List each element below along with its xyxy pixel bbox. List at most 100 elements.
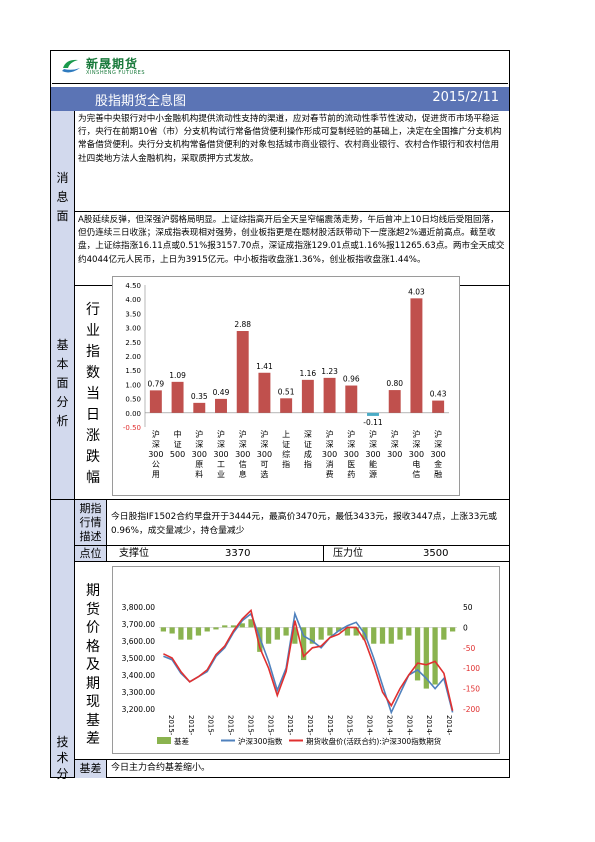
x-tick-label: 深: [304, 430, 312, 439]
x-tick-label: 上: [282, 430, 290, 439]
bar-value-label: 0.49: [213, 388, 230, 397]
bar-value-label: 4.03: [408, 287, 425, 296]
x-tick-label: 沪: [434, 429, 442, 439]
industry-bar-chart: 4.50 4.00 3.50 3.00 2.50 2.00 1.50 1.00 0.50 0.00…: [123, 282, 449, 479]
x-tick-label: 沪: [369, 429, 377, 439]
left-y-tick-label: 3,700.00: [122, 620, 156, 629]
x-tick-label: 2015-: [326, 715, 334, 736]
x-tick-label: 沪: [260, 429, 268, 439]
logo-name-cn: 新晟期货: [86, 57, 139, 71]
bar-value-label: 2.88: [234, 320, 251, 329]
y-tick-label: 2.50: [125, 339, 141, 347]
x-tick-label: 500: [170, 450, 185, 459]
x-tick-label: 2015-: [266, 715, 274, 736]
resistance-value: 3500: [423, 548, 449, 559]
basis-bar: [213, 627, 219, 630]
report-date: 2015/2/11: [432, 90, 499, 105]
basis-bar: [187, 627, 193, 640]
x-tick-label: 沪: [152, 429, 160, 439]
futures-desc-text: 今日股指IF1502合约早盘开于3444元，最高价3470元，最低3433元，报…: [107, 500, 509, 546]
x-tick-label: 原: [195, 460, 203, 469]
x-tick-label: 深: [347, 440, 355, 449]
right-y-tick-label: -150: [463, 685, 480, 694]
x-tick-label: 能: [369, 459, 377, 469]
basis-chart-label: 期 货 价 格 及 期 现 基 差: [86, 583, 100, 747]
basis-bar: [327, 627, 333, 636]
industry-chart-label: 行 业 指 数 当 日 涨 跌 幅: [86, 302, 100, 486]
x-tick-label: 300: [409, 450, 424, 459]
legend-swatch: [157, 737, 171, 744]
x-tick-label: 深: [326, 440, 334, 449]
x-tick-label: 金: [434, 459, 442, 469]
x-tick-label: 深: [195, 440, 203, 449]
x-tick-label: 深: [217, 440, 225, 449]
y-tick-label: 1.00: [125, 381, 141, 389]
bar: [323, 377, 336, 413]
x-tick-label: 电: [412, 459, 420, 469]
x-tick-label: 料: [195, 469, 203, 479]
x-tick-label: 息: [239, 469, 247, 479]
x-tick-label: 成: [304, 449, 312, 459]
right-y-tick-label: -200: [463, 705, 480, 714]
x-tick-label: 深: [434, 440, 442, 449]
news-section-label: 消 息 面: [51, 111, 75, 286]
right-y-tick-label: -50: [463, 644, 475, 653]
x-tick-label: 工: [217, 460, 225, 469]
x-tick-label: 业: [217, 469, 225, 479]
x-tick-label: 深: [391, 440, 399, 449]
x-tick-label: 300: [192, 450, 207, 459]
basis-bar: [388, 627, 394, 644]
left-y-tick-label: 3,400.00: [122, 671, 156, 680]
x-tick-label: 沪: [217, 429, 225, 439]
x-tick-label: 300: [148, 450, 163, 459]
x-tick-label: 沪: [347, 429, 355, 439]
basis-bar: [300, 627, 307, 661]
x-tick-label: 证: [304, 440, 312, 449]
page-title: 股指期货全息图: [95, 94, 187, 109]
x-tick-label: 深: [239, 440, 247, 449]
x-tick-label: 2015-: [306, 715, 314, 736]
y-tick-label: 0.00: [125, 410, 141, 418]
basis-bar: [318, 627, 324, 640]
basis-bar: [178, 627, 184, 640]
y-tick-label: 1.50: [125, 367, 141, 375]
basis-text: 今日主力合约基差缩小。: [111, 763, 211, 773]
bar: [345, 385, 358, 413]
x-tick-label: 深: [152, 440, 160, 449]
x-tick-label: 2015-: [246, 715, 254, 736]
x-tick-label: 医: [347, 460, 355, 469]
x-tick-label: 消: [326, 459, 334, 469]
technical-section-label: 技 术 分: [51, 500, 75, 781]
bar: [215, 398, 227, 413]
x-tick-label: 300: [322, 450, 337, 459]
x-tick-label: 300: [235, 450, 250, 459]
x-tick-label: 深: [260, 440, 268, 449]
x-tick-label: 沪: [195, 429, 203, 439]
x-tick-label: 2015-: [187, 715, 195, 736]
y-tick-label: 2.00: [125, 353, 141, 361]
x-tick-label: 用: [152, 470, 160, 479]
support-label: 支撑位: [119, 548, 149, 559]
x-tick-label: 300: [213, 450, 228, 459]
x-tick-label: 2015-: [207, 715, 215, 736]
bar: [280, 398, 293, 413]
right-y-tick-label: 50: [463, 603, 473, 612]
basis-chart-row: [75, 562, 509, 760]
bar: [149, 390, 162, 413]
x-tick-label: 沪: [326, 429, 334, 439]
basis-bar: [169, 627, 175, 634]
x-tick-label: 2014-: [385, 715, 393, 736]
basis-bar: [353, 627, 359, 636]
left-y-tick-label: 3,300.00: [122, 688, 156, 697]
bar-value-label: 0.51: [278, 387, 295, 396]
basis-bar: [195, 627, 202, 636]
bar: [171, 381, 184, 413]
x-tick-label: 选: [260, 469, 268, 479]
left-y-tick-label: 3,600.00: [122, 637, 156, 646]
bar-value-label: 1.41: [256, 362, 273, 371]
x-tick-label: 2014-: [405, 715, 413, 736]
logo-area: 新晟期货 XINSHENG FUTURES: [52, 52, 508, 84]
industry-bar-chart-box: 4.50 4.00 3.50 3.00 2.50 2.00 1.50 1.00 0.50 0.00…: [112, 276, 460, 496]
report-frame: [50, 50, 510, 778]
legend-label: 沪深300指数: [238, 736, 283, 746]
